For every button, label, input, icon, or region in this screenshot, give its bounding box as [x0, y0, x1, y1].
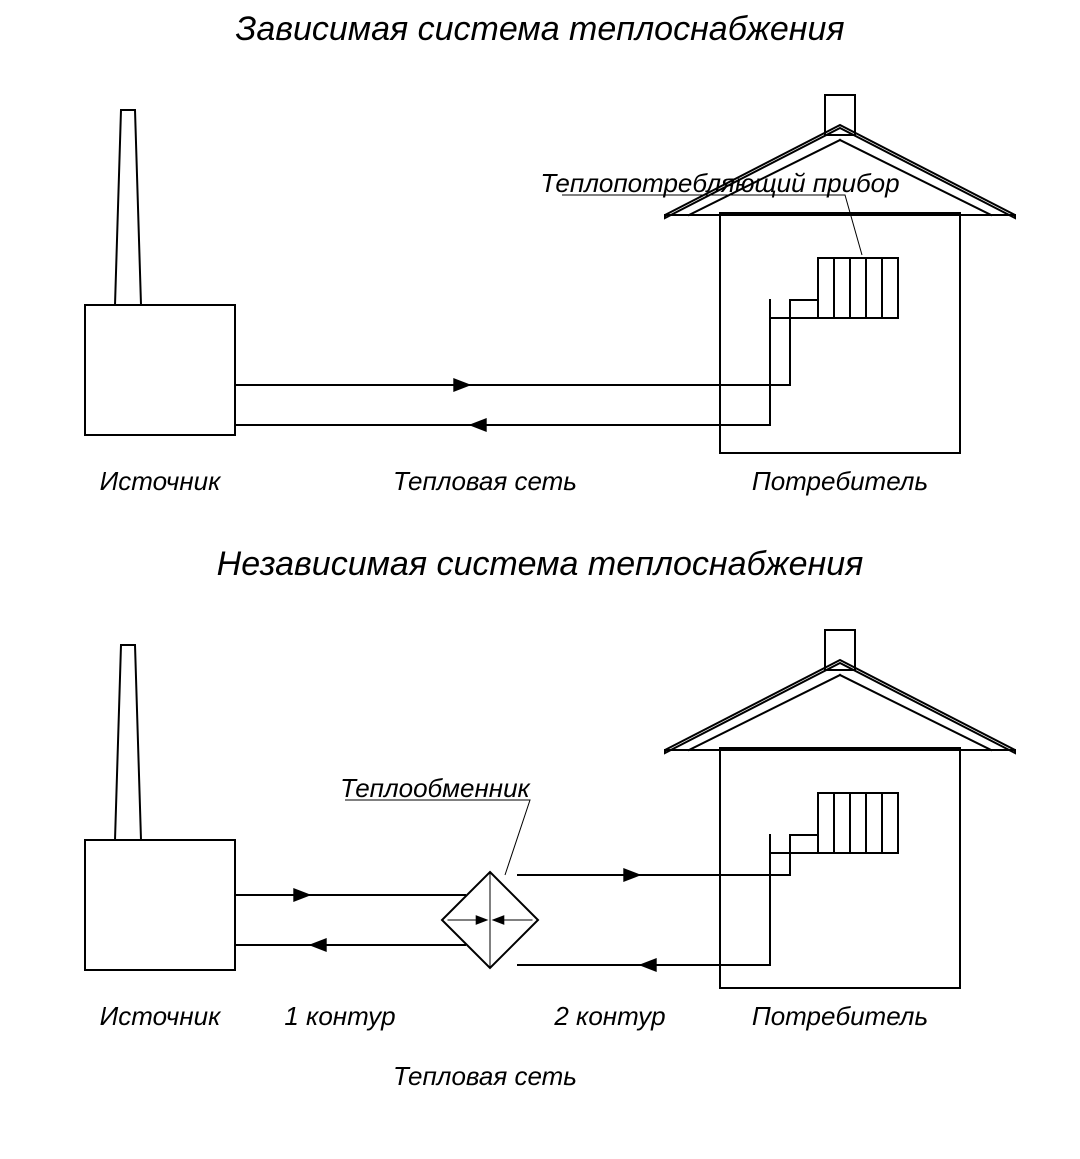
exchanger-callout-line — [345, 800, 530, 875]
source-chimney — [115, 110, 141, 305]
circuit1-label: 1 контур — [284, 1001, 395, 1031]
circuit2-label: 2 контур — [553, 1001, 665, 1031]
network-label-2: Тепловая сеть — [393, 1061, 577, 1091]
diagram-dependent: Зависимая система теплоснабжения Источник… — [85, 10, 1015, 496]
diagram-independent: Независимая система теплоснабжения Источн… — [85, 545, 1015, 1091]
pipe-supply — [235, 379, 720, 392]
heat-exchanger — [442, 872, 538, 968]
source-building — [85, 840, 235, 970]
c1-return — [235, 939, 462, 952]
network-label: Тепловая сеть — [393, 466, 577, 496]
source-chimney — [115, 645, 141, 840]
consumer-wall — [720, 213, 960, 453]
title-dependent: Зависимая система теплоснабжения — [235, 10, 844, 48]
consumer-label: Потребитель — [752, 466, 928, 496]
radiator — [818, 793, 898, 853]
c2-return — [518, 959, 720, 972]
radiator — [818, 258, 898, 318]
radiator-callout: Теплопотребляющий прибор — [540, 168, 899, 198]
source-label: Источник — [100, 1001, 222, 1031]
c2-supply — [518, 869, 720, 882]
title-independent: Независимая система теплоснабжения — [217, 545, 864, 583]
consumer-label: Потребитель — [752, 1001, 928, 1031]
exchanger-callout: Теплообменник — [340, 773, 531, 803]
source-building — [85, 305, 235, 435]
source-label: Источник — [100, 466, 222, 496]
pipe-return — [235, 419, 720, 432]
consumer-roof — [665, 660, 1015, 753]
c1-supply — [235, 889, 462, 902]
consumer-wall — [720, 748, 960, 988]
